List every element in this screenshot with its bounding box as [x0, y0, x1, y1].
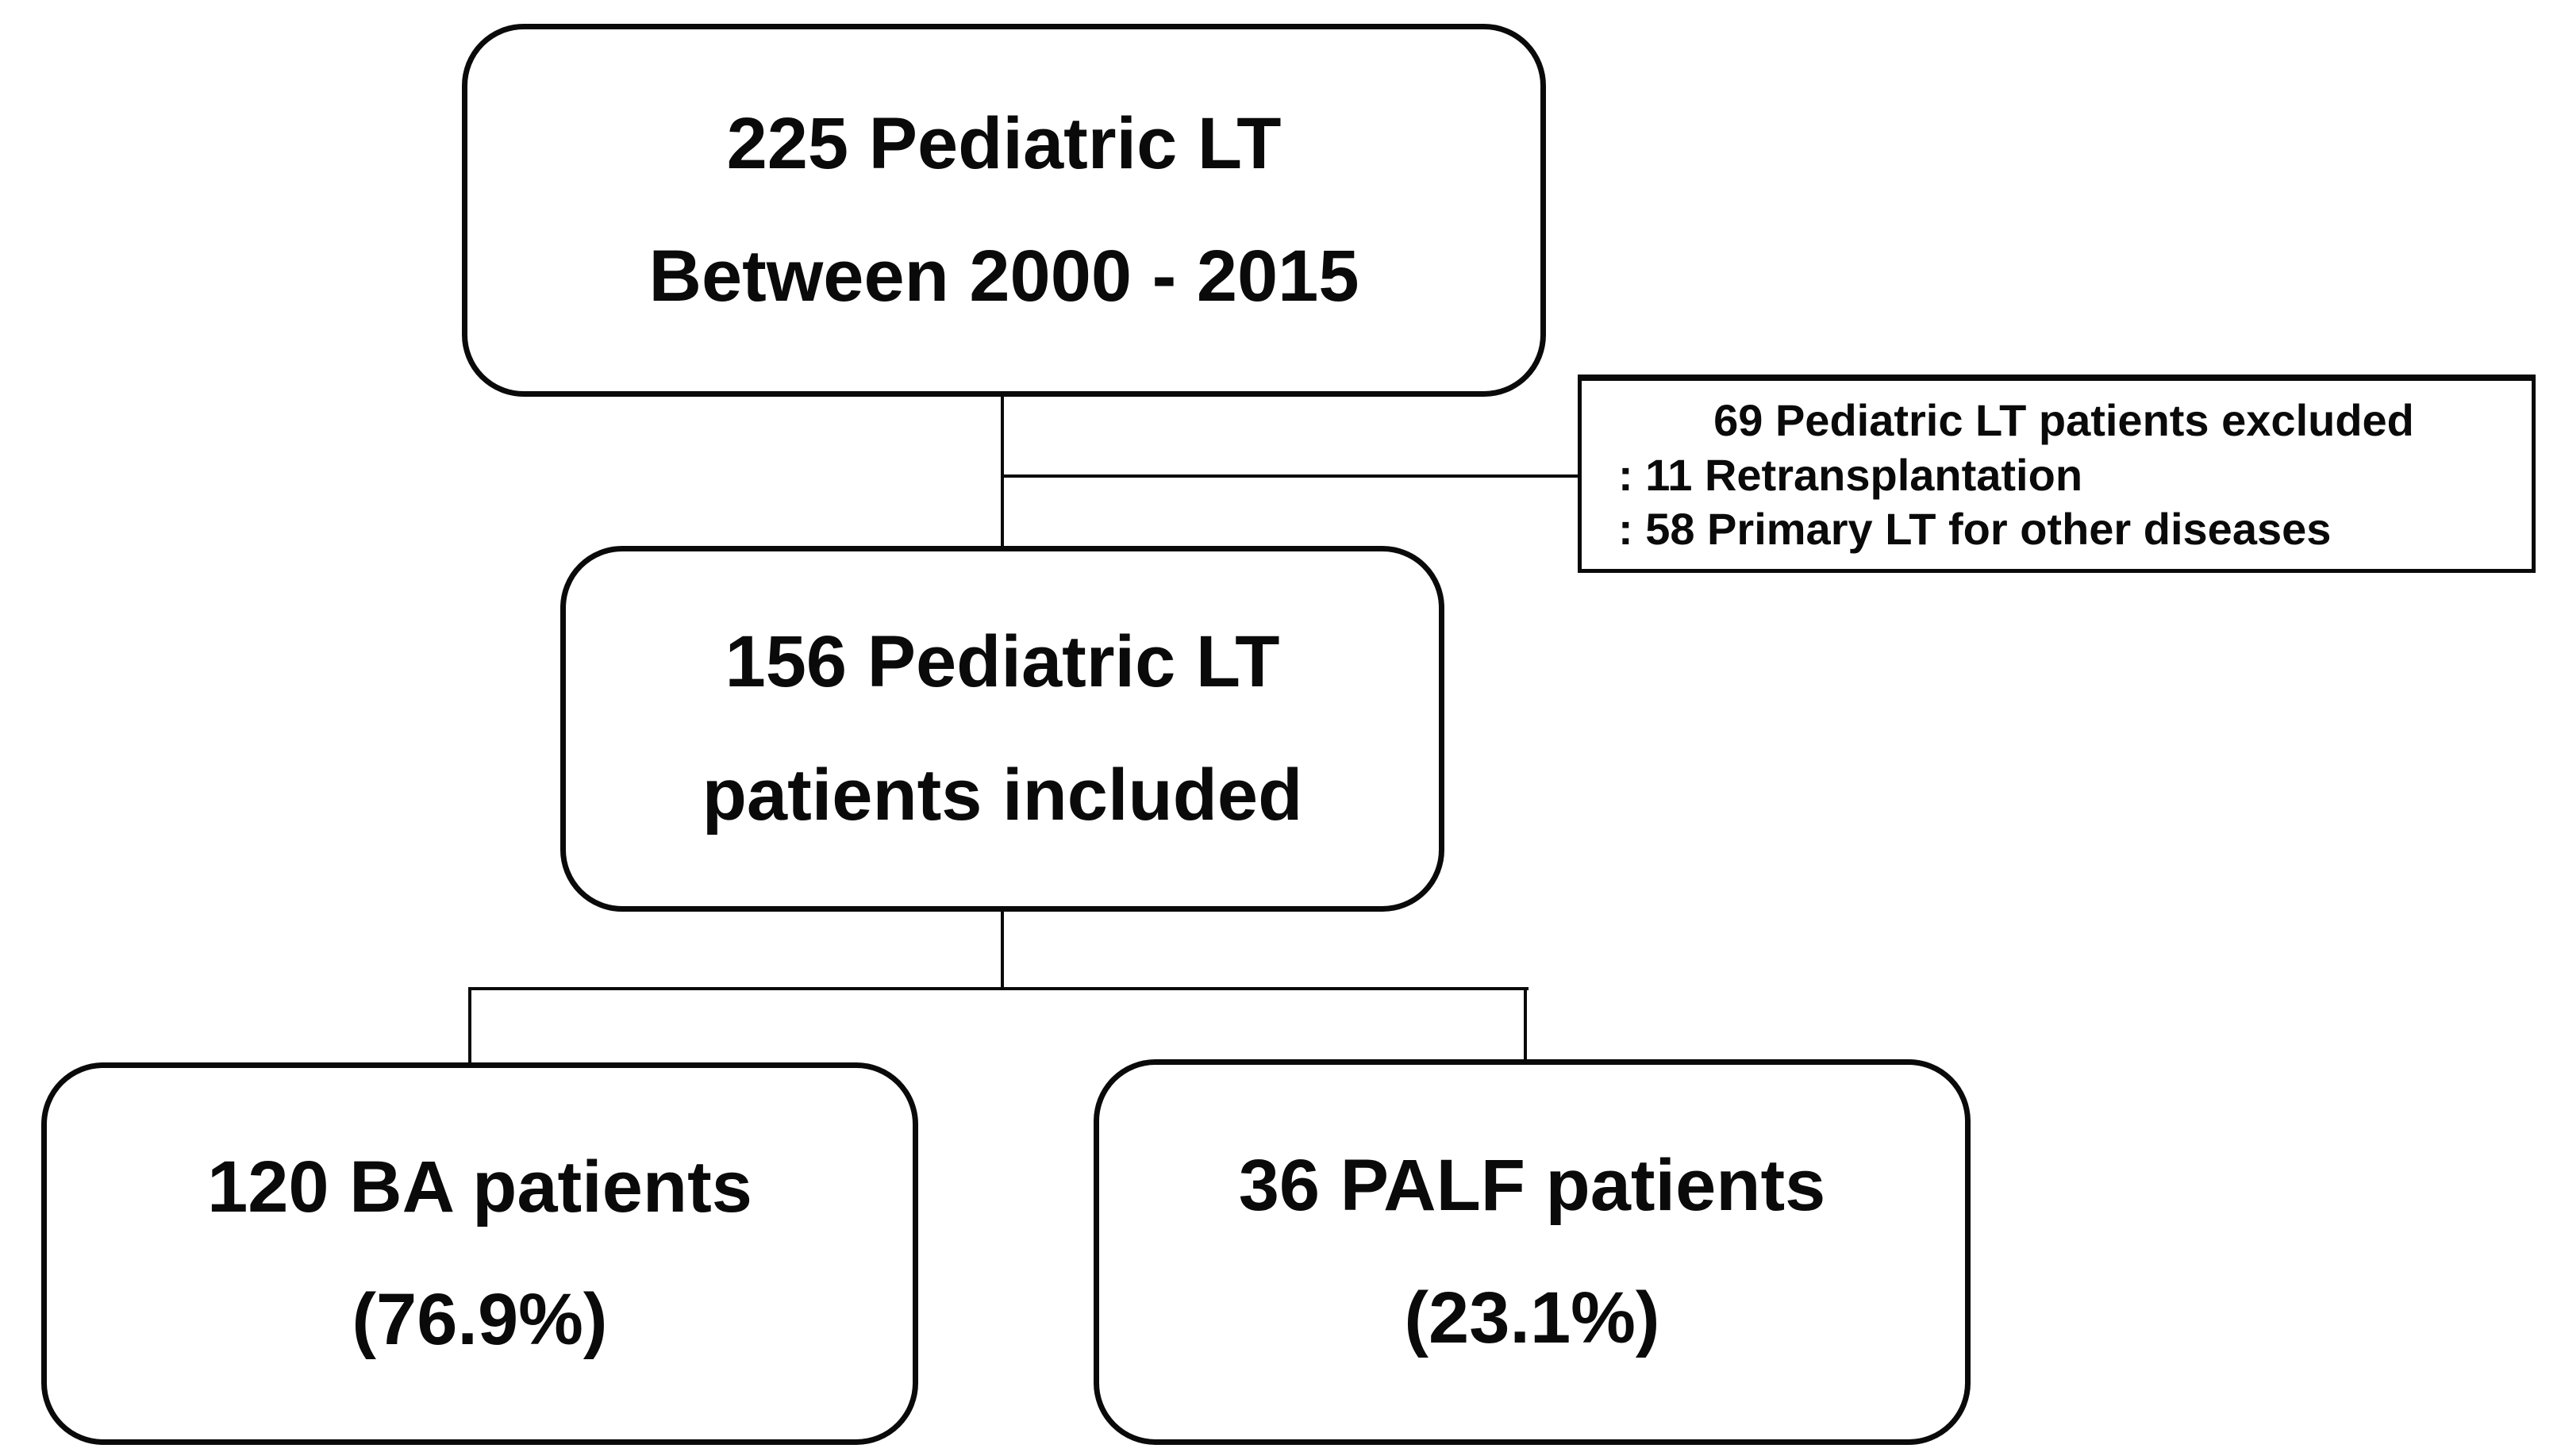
box-palf-patients: 36 PALF patients (23.1%)	[1094, 1059, 1971, 1445]
connector-included-to-split-vertical	[1001, 910, 1004, 990]
box-excluded-item-primary-lt: : 58 Primary LT for other diseases	[1618, 503, 2332, 554]
connector-branch-to-excluded	[1002, 474, 1579, 478]
connector-drop-to-ba	[468, 989, 471, 1066]
box-included-line2: patients included	[702, 754, 1303, 836]
box-palf-line1: 36 PALF patients	[1238, 1144, 1826, 1226]
connector-total-to-included-vertical	[1001, 395, 1004, 549]
box-total-line1: 225 Pediatric LT	[726, 102, 1282, 184]
box-total-pediatric-lt: 225 Pediatric LT Between 2000 - 2015	[462, 24, 1546, 397]
box-ba-patients: 120 BA patients (76.9%)	[41, 1062, 918, 1445]
box-ba-percentage: (76.9%)	[352, 1279, 608, 1360]
box-excluded-title: 69 Pediatric LT patients excluded	[1713, 395, 2414, 446]
box-palf-percentage: (23.1%)	[1404, 1277, 1660, 1358]
connector-split-horizontal	[468, 987, 1529, 990]
box-included-patients: 156 Pediatric LT patients included	[560, 546, 1444, 912]
box-total-line2: Between 2000 - 2015	[648, 236, 1359, 317]
box-excluded-item-retransplantation: : 11 Retransplantation	[1618, 449, 2083, 500]
box-ba-line1: 120 BA patients	[207, 1146, 752, 1227]
connector-drop-to-palf	[1524, 989, 1527, 1062]
box-excluded-patients: 69 Pediatric LT patients excluded : 11 R…	[1578, 375, 2536, 573]
box-included-line1: 156 Pediatric LT	[725, 621, 1280, 703]
